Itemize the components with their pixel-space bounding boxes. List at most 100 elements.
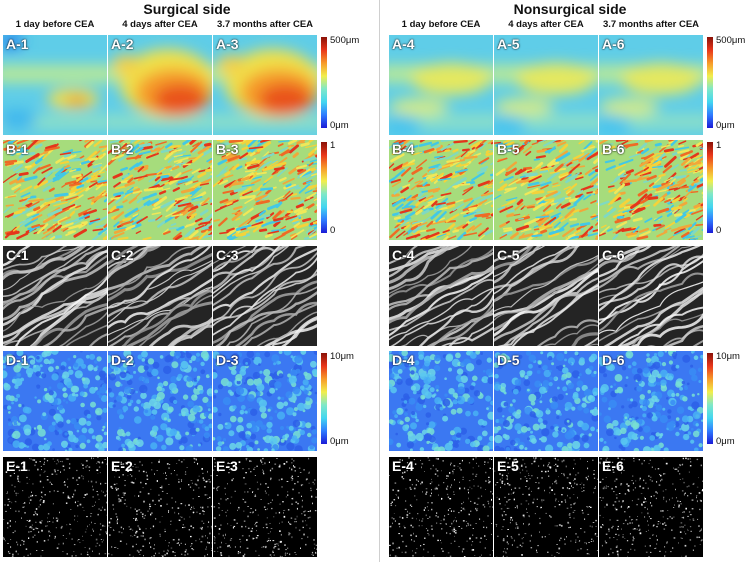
panel-label: A-6 bbox=[602, 36, 625, 52]
panel-label: B-3 bbox=[216, 141, 239, 157]
dots-map-image bbox=[213, 457, 317, 557]
colorbar-min-label: 0 bbox=[330, 225, 336, 236]
image-panel-b-2: B-2 bbox=[108, 140, 212, 240]
panel-label: D-1 bbox=[6, 352, 29, 368]
colorbar-max-label: 10μm bbox=[330, 351, 354, 362]
image-panel-d-6: D-6 bbox=[599, 351, 703, 451]
image-panel-d-1: D-1 bbox=[3, 351, 107, 451]
panel-label: D-6 bbox=[602, 352, 625, 368]
fibers-map-image bbox=[389, 246, 493, 346]
panel-label: C-6 bbox=[602, 247, 625, 263]
colorbar-min-label: 0μm bbox=[330, 436, 349, 447]
column-header: 1 day before CEA bbox=[15, 19, 95, 30]
colorbar-min-label: 0μm bbox=[330, 120, 349, 131]
column-header: 4 days after CEA bbox=[508, 19, 584, 30]
panel-label: B-2 bbox=[111, 141, 134, 157]
panel-label: C-1 bbox=[6, 247, 29, 263]
side-divider bbox=[379, 0, 380, 562]
surgical-side-panel: Surgical side 1 day before CEA 4 days afte… bbox=[0, 0, 374, 562]
panel-label: E-3 bbox=[216, 458, 238, 474]
dots-map-image bbox=[108, 457, 212, 557]
colorbar-min-label: 0μm bbox=[716, 120, 735, 131]
nonsurgical-title: Nonsurgical side bbox=[513, 1, 627, 17]
column-header: 3.7 months after CEA bbox=[602, 19, 700, 30]
colorbar bbox=[707, 142, 713, 233]
panel-label: A-3 bbox=[216, 36, 239, 52]
coherence-map-image bbox=[494, 140, 598, 240]
panel-label: D-2 bbox=[111, 352, 134, 368]
panel-label: A-1 bbox=[6, 36, 29, 52]
thickness-map-image bbox=[389, 35, 493, 135]
panel-label: E-2 bbox=[111, 458, 133, 474]
panel-label: E-6 bbox=[602, 458, 624, 474]
image-panel-d-5: D-5 bbox=[494, 351, 598, 451]
panel-label: A-5 bbox=[497, 36, 520, 52]
colorbar bbox=[321, 353, 327, 444]
thickness-map-image bbox=[599, 35, 703, 135]
column-header: 4 days after CEA bbox=[122, 19, 198, 30]
panel-label: B-1 bbox=[6, 141, 29, 157]
panel-label: A-2 bbox=[111, 36, 134, 52]
thickness-map-image bbox=[108, 35, 212, 135]
image-panel-d-3: D-3 bbox=[213, 351, 317, 451]
image-panel-e-3: E-3 bbox=[213, 457, 317, 557]
image-panel-c-6: C-6 bbox=[599, 246, 703, 346]
image-panel-e-1: E-1 bbox=[3, 457, 107, 557]
fibers-map-image bbox=[108, 246, 212, 346]
column-header: 3.7 months after CEA bbox=[216, 19, 314, 30]
coherence-map-image bbox=[3, 140, 107, 240]
panel-label: C-3 bbox=[216, 247, 239, 263]
dots-map-image bbox=[389, 457, 493, 557]
dots-map-image bbox=[3, 457, 107, 557]
coherence-map-image bbox=[108, 140, 212, 240]
panel-label: A-4 bbox=[392, 36, 415, 52]
diameter-map-image bbox=[3, 351, 107, 451]
image-panel-a-1: A-1 bbox=[3, 35, 107, 135]
image-panel-e-2: E-2 bbox=[108, 457, 212, 557]
panel-label: C-4 bbox=[392, 247, 415, 263]
image-panel-a-6: A-6 bbox=[599, 35, 703, 135]
image-panel-c-3: C-3 bbox=[213, 246, 317, 346]
image-panel-e-6: E-6 bbox=[599, 457, 703, 557]
panel-label: E-1 bbox=[6, 458, 28, 474]
panel-label: D-3 bbox=[216, 352, 239, 368]
colorbar-max-label: 10μm bbox=[716, 351, 740, 362]
image-panel-a-4: A-4 bbox=[389, 35, 493, 135]
panel-label: D-5 bbox=[497, 352, 520, 368]
nonsurgical-side-panel: Nonsurgical side 1 day before CEA 4 days a… bbox=[386, 0, 754, 562]
fibers-map-image bbox=[599, 246, 703, 346]
coherence-map-image bbox=[599, 140, 703, 240]
image-panel-c-2: C-2 bbox=[108, 246, 212, 346]
image-panel-e-5: E-5 bbox=[494, 457, 598, 557]
fibers-map-image bbox=[494, 246, 598, 346]
colorbar-max-label: 500μm bbox=[330, 35, 360, 46]
diameter-map-image bbox=[494, 351, 598, 451]
image-panel-b-4: B-4 bbox=[389, 140, 493, 240]
colorbar bbox=[707, 353, 713, 444]
diameter-map-image bbox=[599, 351, 703, 451]
image-panel-b-1: B-1 bbox=[3, 140, 107, 240]
panel-label: D-4 bbox=[392, 352, 415, 368]
panel-label: E-5 bbox=[497, 458, 519, 474]
image-panel-e-4: E-4 bbox=[389, 457, 493, 557]
colorbar bbox=[321, 37, 327, 128]
image-panel-c-5: C-5 bbox=[494, 246, 598, 346]
image-panel-d-2: D-2 bbox=[108, 351, 212, 451]
colorbar-min-label: 0 bbox=[716, 225, 722, 236]
fibers-map-image bbox=[3, 246, 107, 346]
colorbar-min-label: 0μm bbox=[716, 436, 735, 447]
image-panel-c-1: C-1 bbox=[3, 246, 107, 346]
panel-label: C-5 bbox=[497, 247, 520, 263]
fibers-map-image bbox=[213, 246, 317, 346]
diameter-map-image bbox=[108, 351, 212, 451]
colorbar bbox=[321, 142, 327, 233]
panel-label: E-4 bbox=[392, 458, 414, 474]
panel-label: B-6 bbox=[602, 141, 625, 157]
colorbar bbox=[707, 37, 713, 128]
dots-map-image bbox=[494, 457, 598, 557]
surgical-title: Surgical side bbox=[143, 1, 231, 17]
image-panel-a-3: A-3 bbox=[213, 35, 317, 135]
diameter-map-image bbox=[389, 351, 493, 451]
image-panel-b-5: B-5 bbox=[494, 140, 598, 240]
thickness-map-image bbox=[3, 35, 107, 135]
